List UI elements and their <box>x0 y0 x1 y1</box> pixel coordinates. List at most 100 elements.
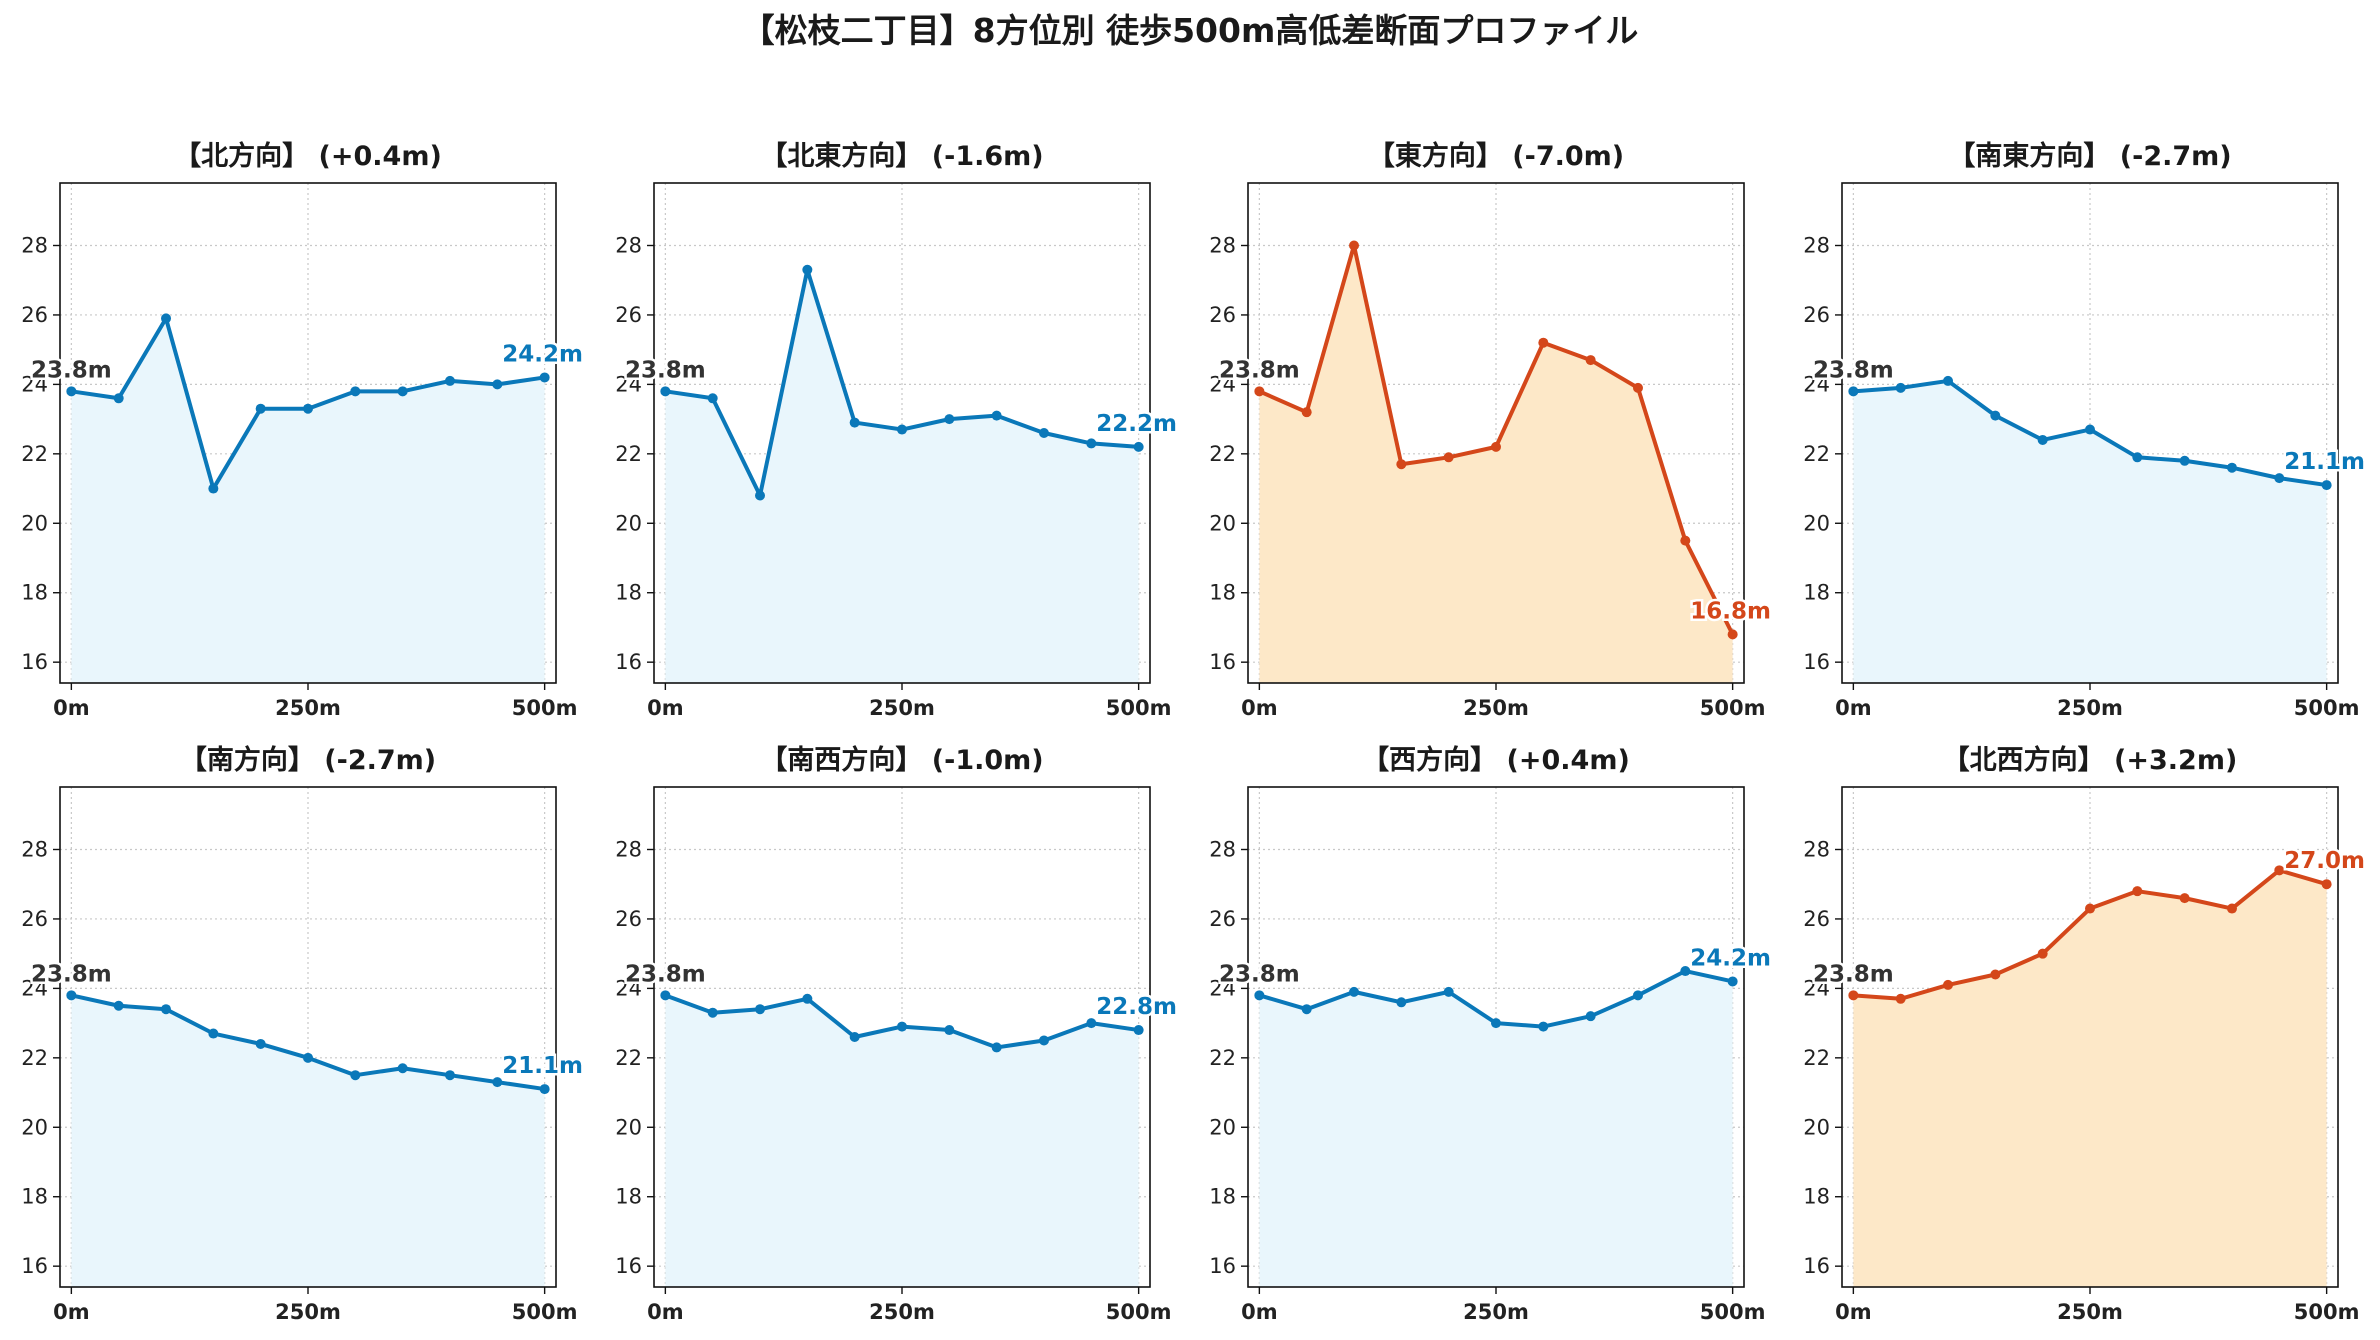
y-tick-label: 28 <box>615 234 642 258</box>
y-tick-label: 26 <box>1803 907 1830 931</box>
panel-title: 【東方向】 (-7.0m) <box>1368 140 1624 172</box>
data-point <box>1848 386 1859 397</box>
y-tick-label: 22 <box>21 1046 48 1070</box>
x-tick-label: 500m <box>1106 1300 1172 1324</box>
data-point <box>707 1007 718 1018</box>
y-tick-label: 16 <box>615 1254 642 1278</box>
data-point <box>66 990 77 1001</box>
y-tick-label: 22 <box>1803 1046 1830 1070</box>
y-tick-label: 20 <box>21 1115 48 1139</box>
x-tick-label: 0m <box>1241 1300 1278 1324</box>
data-point <box>2132 452 2143 463</box>
panel-1: 【北東方向】 (-1.6m) 16 18 20 22 24 26 28 0m 250m 500m 23… <box>615 140 1179 720</box>
data-point <box>1632 382 1643 393</box>
data-point <box>1727 976 1738 987</box>
x-tick-label: 0m <box>1835 1300 1872 1324</box>
start-value-label: 23.8m <box>1219 961 1300 987</box>
panel-7: 【北西方向】 (+3.2m) 16 18 20 22 24 26 28 0m 250m 500m 23… <box>1803 744 2367 1324</box>
x-tick-label: 500m <box>512 696 578 720</box>
data-point <box>1038 1035 1049 1046</box>
end-value-label: 24.2m <box>502 341 583 367</box>
data-point <box>1943 375 1954 386</box>
end-value-label: 24.2m <box>1690 945 1771 971</box>
y-tick-label: 28 <box>1803 838 1830 862</box>
y-tick-label: 24 <box>21 372 48 396</box>
x-tick-label: 0m <box>1241 696 1278 720</box>
y-tick-label: 26 <box>21 303 48 327</box>
y-tick-label: 18 <box>615 1185 642 1209</box>
data-point <box>1895 993 1906 1004</box>
data-point <box>1680 535 1691 546</box>
data-point <box>303 1052 313 1063</box>
data-point <box>2321 480 2332 491</box>
data-point <box>1254 386 1265 397</box>
data-point <box>849 1032 860 1042</box>
y-tick-label: 18 <box>1209 581 1236 605</box>
data-point <box>350 386 361 397</box>
data-point <box>539 372 550 383</box>
data-point <box>1943 979 1954 990</box>
y-tick-label: 22 <box>615 442 642 466</box>
panel-2: 【東方向】 (-7.0m) 16 18 20 22 24 26 28 0m 250m 500m 23.… <box>1209 140 1773 720</box>
start-value-label: 23.8m <box>31 961 112 987</box>
y-tick-label: 26 <box>615 303 642 327</box>
data-point <box>1491 1018 1501 1029</box>
y-tick-label: 28 <box>1209 838 1236 862</box>
data-point <box>1848 990 1859 1001</box>
y-tick-label: 24 <box>1209 976 1236 1000</box>
area-fill <box>1259 245 1733 683</box>
data-point <box>2085 424 2095 435</box>
y-tick-label: 20 <box>1209 511 1236 535</box>
x-tick-label: 250m <box>869 696 935 720</box>
data-point <box>1990 410 2001 421</box>
data-point <box>1680 966 1691 977</box>
data-point <box>161 313 172 324</box>
data-point <box>2037 434 2048 445</box>
data-point <box>802 264 813 275</box>
x-tick-label: 500m <box>1700 696 1766 720</box>
data-point <box>2179 893 2190 904</box>
y-tick-label: 26 <box>1209 303 1236 327</box>
data-point <box>849 417 860 428</box>
data-point <box>2274 865 2285 876</box>
y-tick-label: 22 <box>1209 1046 1236 1070</box>
data-point <box>1727 629 1738 640</box>
start-value-label: 23.8m <box>1813 961 1894 987</box>
y-tick-label: 28 <box>21 234 48 258</box>
end-value-label: 21.1m <box>2284 449 2365 475</box>
data-point <box>1349 986 1360 997</box>
panel-title: 【南方向】 (-2.7m) <box>180 744 436 776</box>
data-point <box>755 490 766 501</box>
x-tick-label: 250m <box>869 1300 935 1324</box>
y-tick-label: 20 <box>1803 1115 1830 1139</box>
data-point <box>660 990 671 1001</box>
data-point <box>897 424 907 435</box>
data-point <box>944 1025 955 1036</box>
y-tick-label: 26 <box>1803 303 1830 327</box>
data-point <box>1443 986 1454 997</box>
x-tick-label: 500m <box>1700 1300 1766 1324</box>
data-point <box>1491 441 1501 452</box>
data-point <box>991 1042 1002 1053</box>
x-tick-label: 250m <box>275 696 341 720</box>
data-point <box>944 414 955 425</box>
y-tick-label: 16 <box>1209 650 1236 674</box>
data-point <box>255 1038 266 1049</box>
end-value-label: 27.0m <box>2284 848 2365 874</box>
y-tick-label: 24 <box>21 976 48 1000</box>
x-tick-label: 0m <box>1835 696 1872 720</box>
y-tick-label: 22 <box>21 442 48 466</box>
end-value-label: 21.1m <box>502 1053 583 1079</box>
y-tick-label: 18 <box>615 581 642 605</box>
data-point <box>1254 990 1265 1001</box>
end-value-label: 22.8m <box>1096 994 1177 1020</box>
y-tick-label: 20 <box>615 1115 642 1139</box>
data-point <box>1990 969 2001 980</box>
data-point <box>1585 1011 1596 1022</box>
y-tick-label: 28 <box>1803 234 1830 258</box>
data-point <box>1133 1025 1144 1036</box>
data-point <box>2226 903 2237 914</box>
x-tick-label: 0m <box>647 696 684 720</box>
data-point <box>1538 337 1549 348</box>
